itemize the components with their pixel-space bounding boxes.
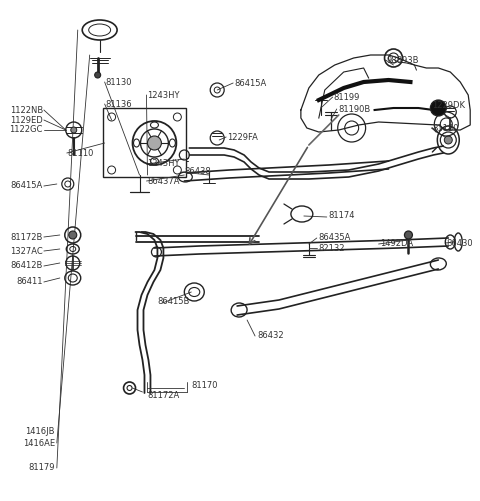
Text: 1243HY: 1243HY — [147, 91, 180, 100]
Text: 98893B: 98893B — [386, 56, 419, 65]
Circle shape — [95, 72, 101, 78]
Text: 81130: 81130 — [106, 78, 132, 87]
Text: 1229FA: 1229FA — [227, 132, 258, 141]
Text: 1129ED: 1129ED — [10, 116, 43, 125]
Text: 86438: 86438 — [184, 166, 211, 175]
Circle shape — [69, 231, 77, 239]
Text: 86415B: 86415B — [157, 297, 190, 306]
Text: 81190B: 81190B — [339, 105, 371, 114]
FancyBboxPatch shape — [103, 108, 186, 177]
Text: 81172B: 81172B — [11, 232, 43, 241]
Text: 81180: 81180 — [432, 124, 459, 132]
Text: 86435A: 86435A — [319, 232, 351, 241]
Text: 1122GC: 1122GC — [10, 125, 43, 134]
Text: 1327AC: 1327AC — [10, 246, 43, 256]
Text: 86430: 86430 — [446, 238, 473, 247]
Circle shape — [71, 127, 77, 133]
Text: 86415A: 86415A — [11, 181, 43, 190]
Text: 86437A: 86437A — [147, 176, 180, 185]
Text: 81110: 81110 — [68, 148, 94, 157]
Text: 81179: 81179 — [28, 463, 55, 472]
Text: 1122NB: 1122NB — [10, 106, 43, 115]
Text: 81174: 81174 — [329, 211, 355, 220]
Text: 81136: 81136 — [106, 100, 132, 109]
Text: 81199: 81199 — [334, 93, 360, 102]
Circle shape — [405, 231, 412, 239]
Text: 81172A: 81172A — [147, 390, 180, 399]
Circle shape — [127, 385, 132, 390]
Text: 86415A: 86415A — [234, 79, 266, 88]
Text: 1243HY: 1243HY — [147, 158, 180, 167]
Text: 86411: 86411 — [16, 278, 43, 287]
Text: 1416JB: 1416JB — [25, 427, 55, 436]
Text: 1229DK: 1229DK — [432, 101, 465, 110]
Text: 81170: 81170 — [192, 380, 218, 389]
Text: 82132: 82132 — [319, 243, 345, 253]
Text: 1416AE: 1416AE — [23, 438, 55, 447]
Circle shape — [431, 100, 446, 116]
Text: 1492DA: 1492DA — [381, 239, 414, 248]
Text: 86412B: 86412B — [11, 262, 43, 271]
Circle shape — [147, 136, 161, 150]
Circle shape — [444, 136, 452, 144]
Text: 86432: 86432 — [257, 331, 284, 340]
